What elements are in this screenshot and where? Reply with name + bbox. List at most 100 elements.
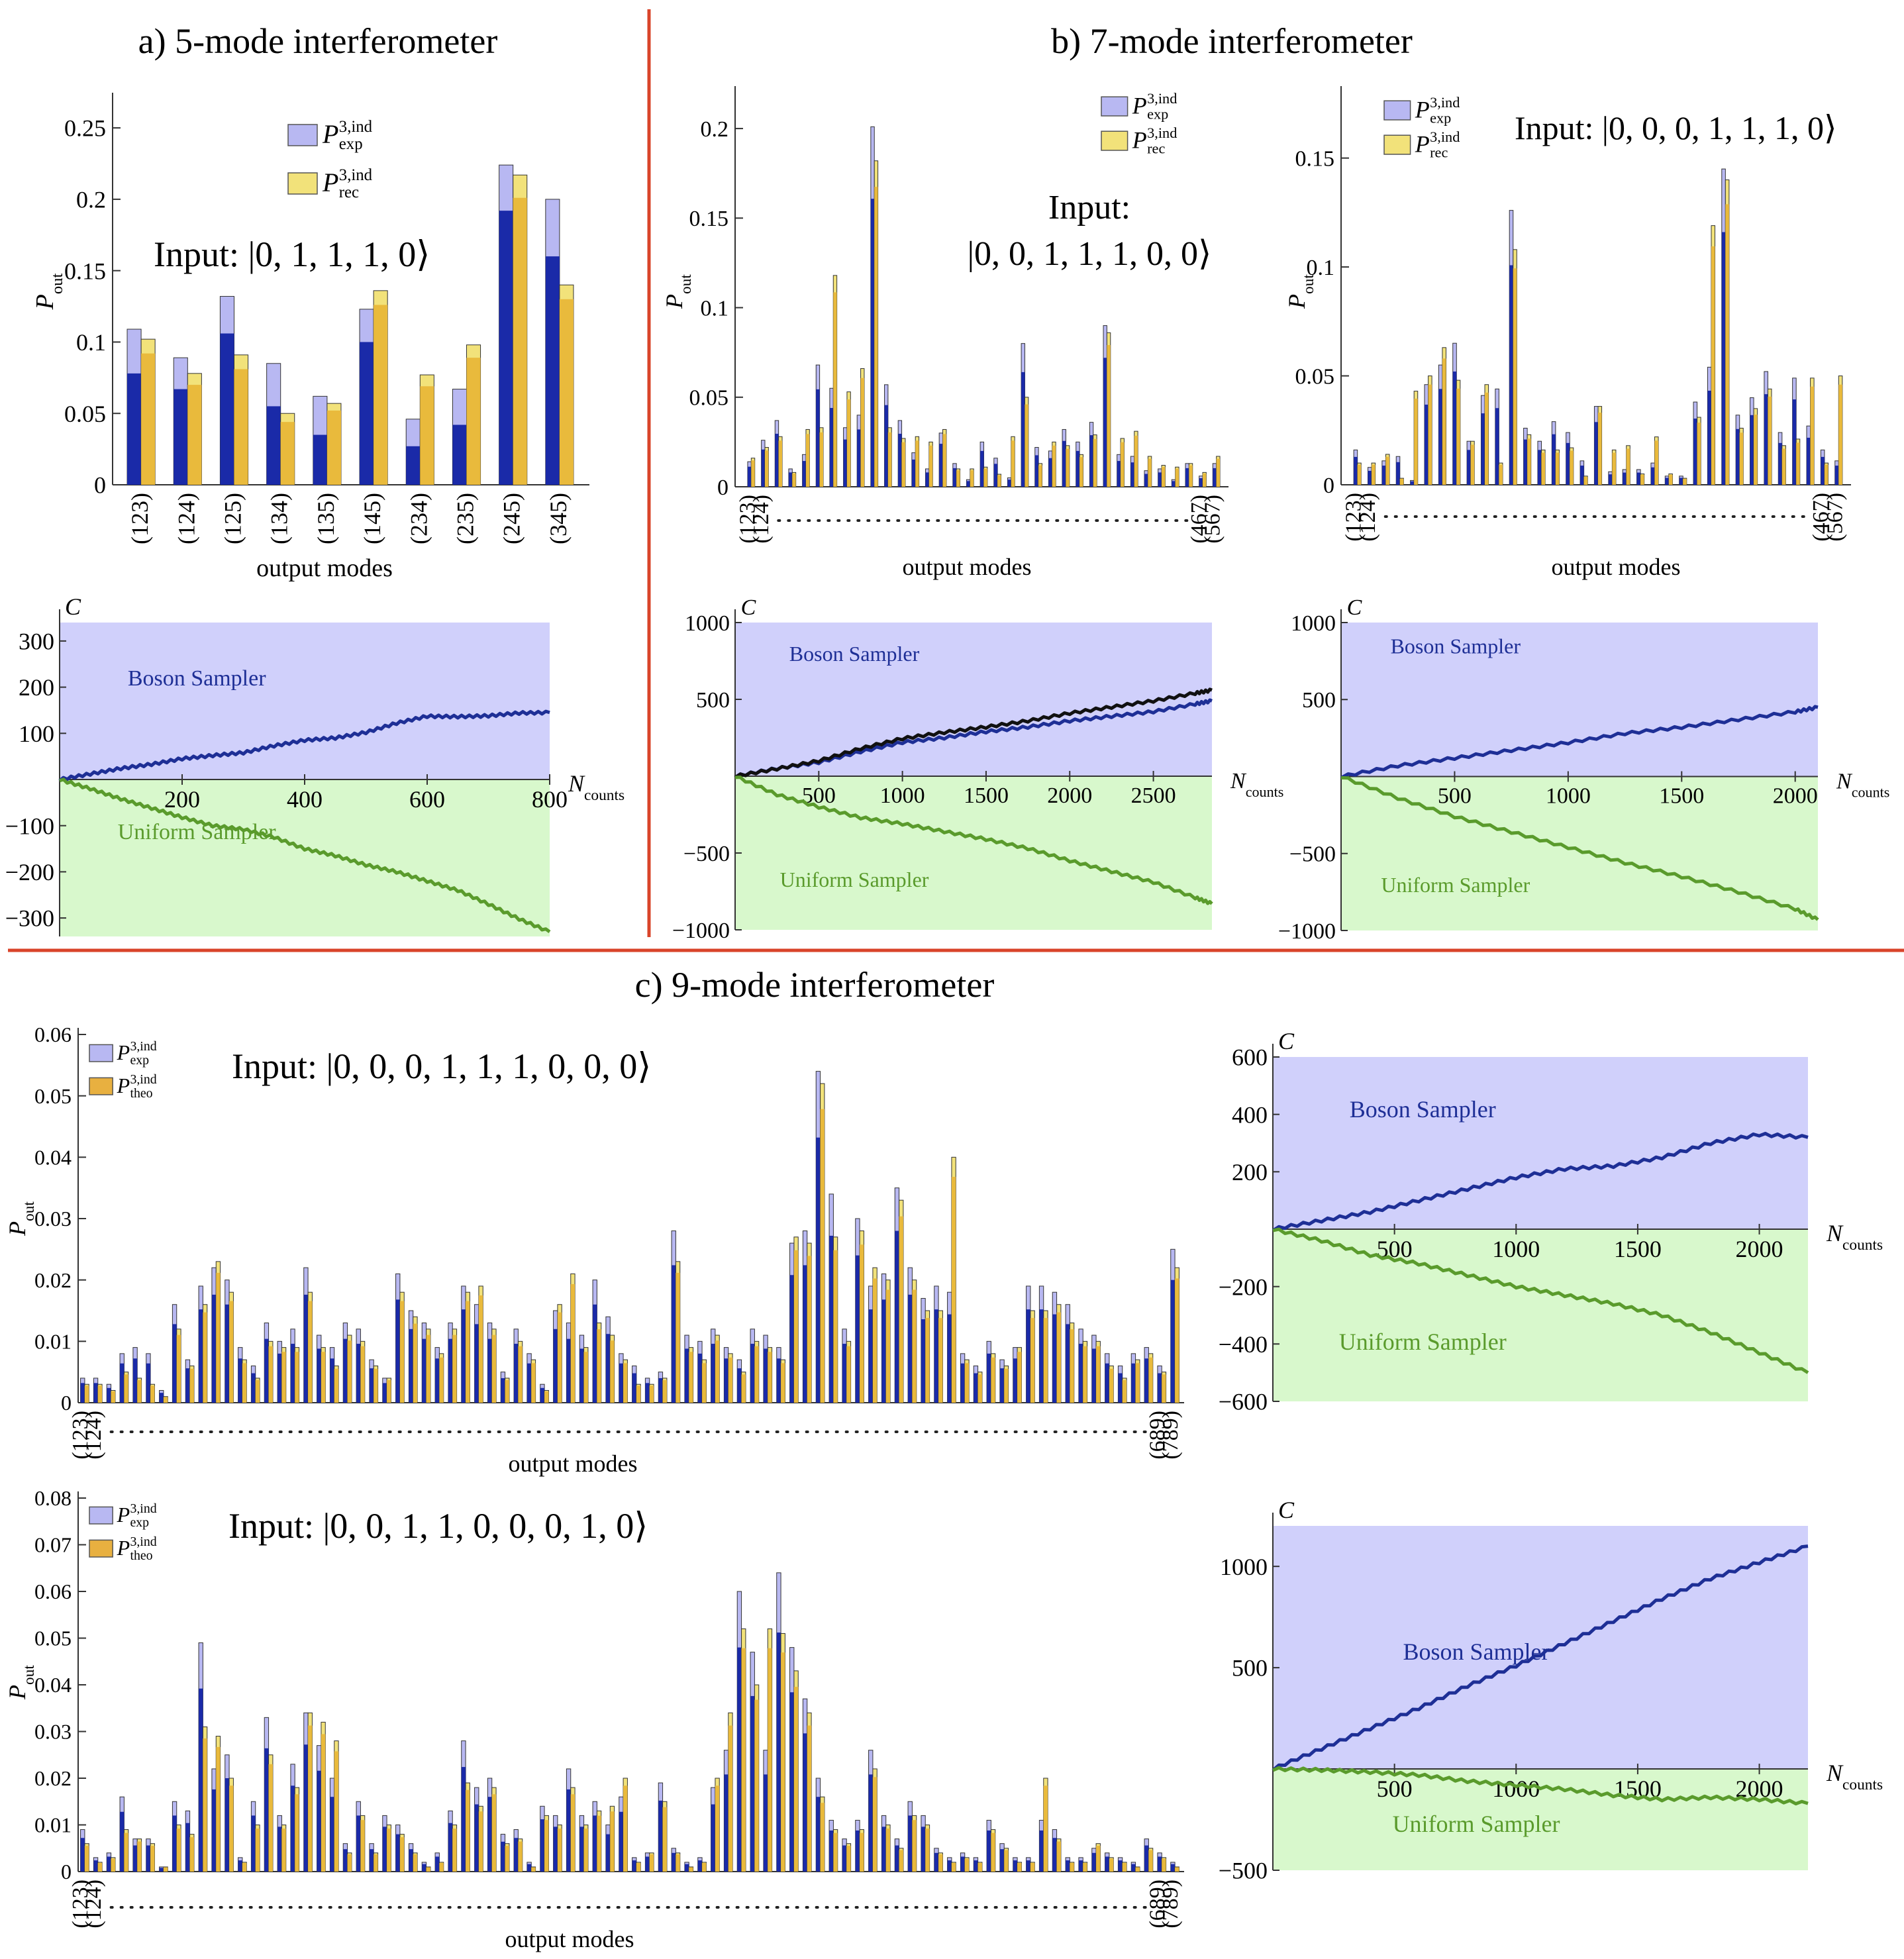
c2_bar-exp-bar-dark bbox=[947, 1860, 952, 1872]
b1_c-boson-region bbox=[735, 623, 1212, 776]
c2_bar-exp-bar-dark bbox=[317, 1770, 321, 1872]
c1_c-ytick-label: −400 bbox=[1219, 1331, 1268, 1358]
c2_bar-exp-bar-dark bbox=[974, 1860, 978, 1872]
c1_bar-rec-bar-dark bbox=[1004, 1368, 1009, 1403]
c2_c-ytick-label: 500 bbox=[1232, 1655, 1268, 1682]
b2_bar-rec-bar-dark bbox=[1697, 423, 1701, 485]
c1_bar-exp-bar-dark bbox=[317, 1348, 321, 1403]
c1_bar-ylabel: Pout bbox=[4, 1201, 38, 1236]
c1_bar-rec-bar-dark bbox=[583, 1352, 588, 1403]
b2_c-chart: 500 1000 1500 2000 1000 500 −500 −1000 C Ncounts B… bbox=[1278, 595, 1890, 944]
c1_bar-rec-bar-dark bbox=[150, 1385, 155, 1403]
c1_bar-exp-bar-dark bbox=[711, 1344, 715, 1403]
b1_bar-exp-bar-dark bbox=[1089, 435, 1093, 487]
c1_bar-rec-bar-dark bbox=[387, 1380, 391, 1403]
b1_bar-rec-bar-dark bbox=[956, 470, 960, 487]
c1_bar-exp-bar-dark bbox=[1170, 1280, 1176, 1403]
c2_bar-rec-bar-dark bbox=[610, 1811, 615, 1872]
b2_bar-exp-bar-dark bbox=[1481, 413, 1485, 485]
b1_bar-category-label: (467) bbox=[1187, 495, 1211, 544]
c2_bar-exp-bar-dark bbox=[290, 1785, 295, 1872]
b2_bar-ylabel: Pout bbox=[1283, 274, 1317, 309]
c1_bar-exp-bar-dark bbox=[632, 1373, 636, 1403]
c1_bar-exp-bar-dark bbox=[343, 1338, 348, 1403]
c2_bar-exp-bar-dark bbox=[803, 1733, 807, 1872]
a_bar-rec-bar-dark bbox=[187, 385, 202, 485]
b2_bar-exp-bar-dark bbox=[1552, 434, 1556, 485]
c1_c-chart: 500 1000 1500 2000600400200−200−400−600CNco… bbox=[1219, 1028, 1883, 1415]
c2_bar-ytick-label: 0.05 bbox=[34, 1627, 72, 1650]
c2_bar-rec-bar-dark bbox=[781, 1652, 785, 1872]
c1_bar-rec-bar-dark bbox=[374, 1368, 378, 1403]
b1_bar-rec-bar-dark bbox=[928, 445, 933, 487]
c2_bar-exp-bar-dark bbox=[514, 1838, 519, 1872]
c2-legend-exp-symbol: P bbox=[117, 1503, 130, 1527]
c2_bar-exp-bar-dark bbox=[842, 1845, 847, 1872]
c1_bar-exp-bar-dark bbox=[947, 1314, 952, 1403]
c2_bar-rec-bar-dark bbox=[295, 1794, 299, 1872]
c2_bar-rec-bar-dark bbox=[583, 1829, 588, 1872]
c2_bar-rec-bar-dark bbox=[124, 1833, 128, 1872]
c2_bar-rec-bar-dark bbox=[715, 1785, 720, 1872]
b1_bar-exp-bar-dark bbox=[1185, 468, 1189, 487]
c2_bar-rec-bar-dark bbox=[413, 1854, 418, 1872]
c2_bar-rec-bar-dark bbox=[1096, 1846, 1101, 1872]
a_bar-ytick-label: 0.1 bbox=[76, 329, 106, 356]
c2_bar-rec-bar-dark bbox=[1148, 1850, 1153, 1872]
c2_bar-rec-bar-dark bbox=[1135, 1867, 1140, 1872]
c1-legend-exp-sub: exp bbox=[130, 1053, 149, 1068]
a_c-xtick-label: 400 bbox=[287, 786, 323, 813]
c1_bar-rec-bar-dark bbox=[741, 1374, 746, 1403]
c2-legend-exp-swatch bbox=[89, 1506, 113, 1525]
a_bar-ytick-label: 0.25 bbox=[64, 115, 106, 142]
c1_bar-rec-bar-dark bbox=[768, 1352, 772, 1403]
b1-input-label-line2: |0, 0, 1, 1, 1, 0, 0⟩ bbox=[968, 235, 1212, 273]
c2_c-n-label: Ncounts bbox=[1826, 1760, 1883, 1793]
c1_bar-exp-bar-dark bbox=[1157, 1373, 1162, 1403]
c1_bar-rec-bar-dark bbox=[807, 1256, 812, 1403]
c2_bar-rec-bar-dark bbox=[439, 1863, 444, 1872]
c2-legend-exp-sup: 3,ind bbox=[130, 1501, 156, 1516]
a_c-ytick-label: 100 bbox=[19, 721, 54, 747]
c2_c-c-label: C bbox=[1278, 1497, 1295, 1523]
c2_bar-exp-bar-dark bbox=[697, 1860, 703, 1872]
c1_bar-rec-bar-dark bbox=[754, 1346, 759, 1403]
b1_bar-exp-bar-dark bbox=[747, 466, 752, 487]
c1_bar-exp-bar-dark bbox=[1066, 1324, 1070, 1403]
c2_bar-exp-bar-dark bbox=[369, 1849, 374, 1872]
b1_bar-exp-bar-dark bbox=[1103, 358, 1107, 487]
b1_bar-rec-bar-dark bbox=[1203, 474, 1207, 487]
c2_bar-ytick-label: 0.07 bbox=[34, 1533, 72, 1557]
a_bar-ytick-label: 0.15 bbox=[64, 258, 106, 284]
c2_bar-exp-bar-dark bbox=[172, 1815, 177, 1872]
c1_bar-exp-bar-dark bbox=[461, 1309, 466, 1403]
c2_bar-exp-bar-dark bbox=[395, 1834, 400, 1872]
c1_bar-exp-bar-dark bbox=[566, 1338, 571, 1403]
c1_bar-rec-bar-dark bbox=[544, 1391, 549, 1403]
b1_bar-exp-bar-dark bbox=[1034, 455, 1039, 487]
b2_bar-ytick-label: 0 bbox=[1323, 474, 1334, 498]
c1_bar-rec-bar-dark bbox=[452, 1334, 457, 1403]
c2_bar-rec-bar-dark bbox=[387, 1829, 391, 1872]
c2_bar-exp-bar-dark bbox=[1170, 1864, 1176, 1872]
b2_bar-rec-bar-dark bbox=[1470, 444, 1475, 485]
b2_bar-rec-bar-dark bbox=[1583, 476, 1588, 485]
c2_bar-rec-bar-dark bbox=[964, 1858, 970, 1872]
c1_bar-rec-bar-dark bbox=[781, 1363, 785, 1403]
c1_c-ytick-label: 400 bbox=[1232, 1101, 1268, 1128]
c1_bar-exp-bar-dark bbox=[737, 1368, 742, 1403]
c1_c-ytick-label: −200 bbox=[1219, 1274, 1268, 1300]
c1_bar-rec-bar-dark bbox=[1122, 1380, 1127, 1403]
c2_bar-category-label: (789) bbox=[1158, 1880, 1183, 1929]
a_bar-ytick-label: 0 bbox=[94, 472, 106, 499]
a_c-ytick-label: −100 bbox=[5, 813, 54, 839]
a-input-label: Input: |0, 1, 1, 1, 0⟩ bbox=[154, 234, 430, 274]
c2_c-xtick-label: 1000 bbox=[1492, 1776, 1540, 1802]
b2_c-xtick-label: 1500 bbox=[1659, 784, 1704, 809]
b1_bar-rec-bar-dark bbox=[1216, 458, 1221, 487]
c2_bar-exp-bar-dark bbox=[93, 1860, 98, 1872]
b1-input-label-line1: Input: bbox=[1048, 189, 1130, 226]
c2_bar-exp-bar-dark bbox=[1066, 1860, 1070, 1872]
c2_bar-rec-bar-dark bbox=[137, 1841, 142, 1872]
